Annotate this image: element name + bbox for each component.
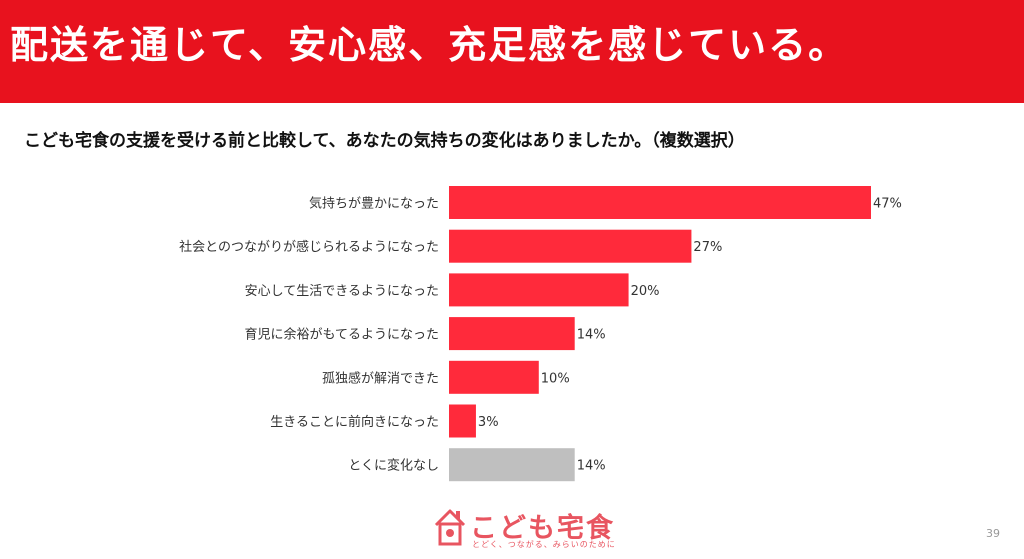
page-number: 39 [986,527,1000,540]
logo-tagline: とどく、つながる、みらいのために [472,540,616,549]
category-label-4: 孤独感が解消できた [322,370,439,386]
value-label-1: 27% [693,240,722,255]
value-label-2: 20% [631,284,660,299]
bar-1 [449,229,692,263]
page-title: 配送を通じて、安心感、充足感を感じている。 [10,23,849,67]
survey-question: こども宅食の支援を受ける前と比較して、あなたの気持ちの変化はありましたか。（複数… [24,131,745,151]
value-label-3: 14% [577,328,606,343]
bar-5 [449,404,476,438]
category-label-3: 育児に余裕がもてるようになった [245,327,439,343]
category-label-1: 社会とのつながりが感じられるようになった [179,239,439,255]
logo-text: こども宅食 [470,513,615,544]
category-label-2: 安心して生活できるようになった [245,284,439,299]
category-label-0: 気持ちが豊かになった [309,196,439,212]
bar-2 [449,273,629,307]
value-label-0: 47% [873,197,902,212]
value-label-6: 14% [577,459,606,474]
bar-4 [449,360,539,394]
bar-0 [449,186,871,219]
house-logo-icon [434,509,466,546]
value-label-5: 3% [478,415,499,430]
bar-6 [449,448,575,482]
bar-3 [449,317,575,351]
header-bar: 配送を通じて、安心感、充足感を感じている。 [0,0,1024,103]
category-label-6: とくに変化なし [348,458,439,474]
category-label-5: 生きることに前向きになった [270,414,439,430]
kodomo-takushoku-logo: こども宅食 とどく、つながる、みらいのために [432,505,632,555]
value-label-4: 10% [541,371,570,386]
